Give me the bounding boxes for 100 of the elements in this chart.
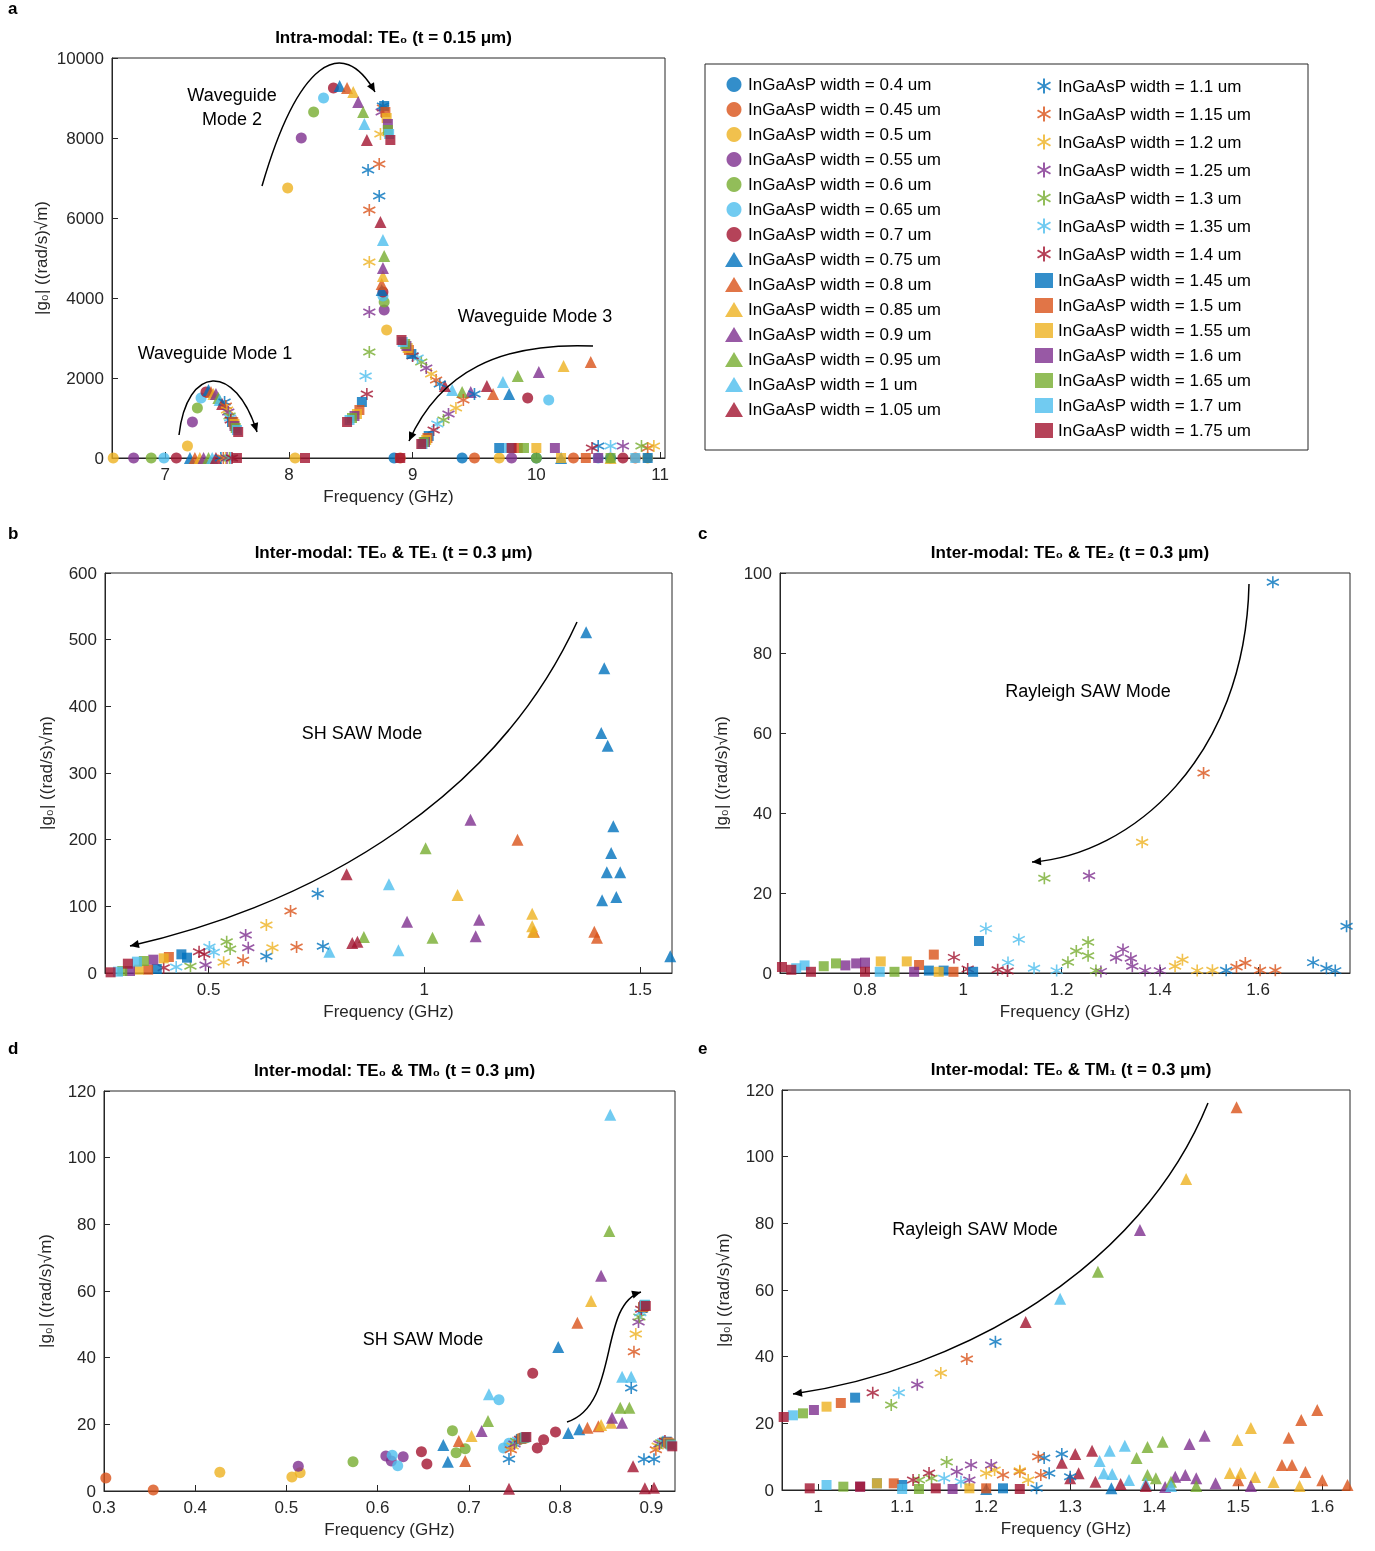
legend-label: InGaAsP width = 0.45 um bbox=[748, 100, 941, 119]
legend-label: InGaAsP width = 1.2 um bbox=[1058, 132, 1242, 152]
legend-label: InGaAsP width = 1 um bbox=[748, 375, 918, 394]
annotation: SH SAW Mode bbox=[362, 1329, 484, 1349]
x-axis-title: Frequency (GHz) bbox=[323, 1002, 454, 1021]
legend-label: InGaAsP width = 1.55 um bbox=[1058, 321, 1251, 340]
x-tick-label: 0.8 bbox=[548, 1498, 572, 1517]
y-tick-label: 120 bbox=[745, 1080, 774, 1100]
y-tick-label: 0 bbox=[87, 963, 97, 983]
legend-label: InGaAsP width = 1.4 um bbox=[1058, 244, 1242, 264]
x-tick-label: 1 bbox=[813, 1497, 823, 1516]
text: c bbox=[698, 524, 708, 543]
x-tick-label: 0.4 bbox=[183, 1498, 208, 1517]
annotation: Rayleigh SAW Mode bbox=[1005, 681, 1171, 701]
text: a bbox=[8, 0, 18, 18]
x-tick-label: 1.5 bbox=[628, 980, 652, 999]
legend-label: InGaAsP width = 1.35 um bbox=[1058, 216, 1251, 236]
x-tick-label: 11 bbox=[651, 465, 669, 484]
x-tick-label: 1.2 bbox=[974, 1497, 998, 1516]
text: b bbox=[8, 524, 19, 543]
y-tick-label: 20 bbox=[77, 1414, 96, 1434]
y-tick-label: 10000 bbox=[56, 48, 104, 68]
legend-label: InGaAsP width = 0.8 um bbox=[748, 275, 932, 294]
legend-label: InGaAsP width = 1.3 um bbox=[1058, 188, 1242, 208]
y-tick-label: 200 bbox=[68, 830, 97, 850]
x-tick-label: 0.8 bbox=[853, 980, 877, 999]
x-tick-label: 7 bbox=[160, 465, 170, 484]
legend-label: InGaAsP width = 0.85 um bbox=[748, 300, 941, 319]
legend-label: InGaAsP width = 1.45 um bbox=[1058, 271, 1251, 290]
y-tick-label: 80 bbox=[753, 643, 772, 663]
legend-label: InGaAsP width = 1.75 um bbox=[1058, 421, 1251, 440]
x-tick-label: 1 bbox=[419, 980, 430, 999]
x-axis-title: Frequency (GHz) bbox=[324, 1520, 455, 1539]
legend-label: InGaAsP width = 1.6 um bbox=[1058, 346, 1242, 365]
legend-label: InGaAsP width = 1.5 um bbox=[1058, 296, 1242, 315]
y-tick-label: 400 bbox=[68, 696, 97, 716]
legend-label: InGaAsP width = 1.1 um bbox=[1058, 76, 1242, 96]
y-tick-label: 40 bbox=[77, 1348, 96, 1368]
chart-title: Inter-modal: TE₀ & TM₀ (t = 0.3 μm) bbox=[253, 1061, 536, 1080]
legend-label: InGaAsP width = 1.7 um bbox=[1058, 396, 1242, 415]
annotation: Waveguide Mode 3 bbox=[457, 306, 613, 326]
y-tick-label: 60 bbox=[753, 723, 772, 743]
chart-title: Inter-modal: TE₀ & TM₁ (t = 0.3 μm) bbox=[930, 1060, 1212, 1079]
legend-label: InGaAsP width = 0.9 um bbox=[748, 325, 932, 344]
x-axis-title: Frequency (GHz) bbox=[1000, 1519, 1132, 1538]
y-tick-label: 4000 bbox=[66, 288, 104, 308]
text: d bbox=[8, 1039, 19, 1058]
legend-label: InGaAsP width = 1.25 um bbox=[1058, 160, 1251, 180]
y-axis-title: |g₀| ((rad/s)√m) bbox=[37, 716, 56, 830]
x-tick-label: 0.6 bbox=[365, 1498, 390, 1517]
y-tick-label: 60 bbox=[77, 1281, 96, 1301]
y-tick-label: 100 bbox=[745, 1147, 774, 1167]
legend-label: InGaAsP width = 0.6 um bbox=[748, 175, 932, 194]
legend-label: InGaAsP width = 0.65 um bbox=[748, 200, 941, 219]
y-tick-label: 80 bbox=[755, 1213, 774, 1233]
legend-label: InGaAsP width = 1.15 um bbox=[1058, 104, 1251, 124]
y-tick-label: 0 bbox=[86, 1481, 96, 1501]
y-tick-label: 40 bbox=[755, 1347, 774, 1367]
y-tick-label: 2000 bbox=[66, 368, 104, 388]
x-tick-label: 1.1 bbox=[890, 1497, 914, 1516]
x-tick-label: 8 bbox=[284, 465, 294, 484]
y-tick-label: 6000 bbox=[66, 208, 104, 228]
y-axis-title: |g₀| ((rad/s)√m) bbox=[36, 1234, 55, 1348]
y-tick-label: 100 bbox=[67, 1148, 96, 1168]
chart-title: Inter-modal: TE₀ & TE₂ (t = 0.3 μm) bbox=[930, 543, 1210, 562]
y-tick-label: 0 bbox=[762, 963, 772, 983]
y-tick-label: 120 bbox=[67, 1081, 96, 1101]
annotation: SH SAW Mode bbox=[301, 723, 423, 743]
y-tick-label: 8000 bbox=[66, 128, 104, 148]
y-tick-label: 500 bbox=[68, 630, 97, 650]
x-tick-label: 10 bbox=[526, 465, 546, 484]
legend-label: InGaAsP width = 0.4 um bbox=[748, 75, 932, 94]
y-tick-label: 100 bbox=[743, 563, 772, 583]
x-tick-label: 1 bbox=[958, 980, 969, 999]
x-tick-label: 1.3 bbox=[1058, 1497, 1083, 1516]
legend-label: InGaAsP width = 1.65 um bbox=[1058, 371, 1251, 390]
y-tick-label: 600 bbox=[68, 563, 97, 583]
annotation: Rayleigh SAW Mode bbox=[892, 1219, 1058, 1239]
x-tick-label: 0.5 bbox=[196, 980, 221, 999]
legend-label: InGaAsP width = 0.95 um bbox=[748, 350, 941, 369]
x-tick-label: 0.7 bbox=[457, 1498, 481, 1517]
legend-label: InGaAsP width = 0.75 um bbox=[748, 250, 941, 269]
y-tick-label: 0 bbox=[764, 1480, 774, 1500]
y-tick-label: 20 bbox=[753, 883, 772, 903]
y-axis-title: |g₀| ((rad/s)√m) bbox=[32, 201, 51, 315]
x-tick-label: 0.3 bbox=[92, 1498, 116, 1517]
x-tick-label: 1.2 bbox=[1049, 980, 1074, 999]
text: e bbox=[698, 1039, 708, 1058]
chart-title: Intra-modal: TE₀ (t = 0.15 μm) bbox=[275, 28, 512, 47]
y-tick-label: 100 bbox=[68, 896, 97, 916]
legend-label: InGaAsP width = 0.5 um bbox=[748, 125, 932, 144]
y-tick-label: 80 bbox=[77, 1214, 96, 1234]
y-axis-title: |g₀| ((rad/s)√m) bbox=[712, 716, 731, 830]
x-tick-label: 1.5 bbox=[1226, 1497, 1251, 1516]
y-tick-label: 40 bbox=[753, 803, 772, 823]
annotation: Waveguide Mode 2 bbox=[187, 85, 277, 129]
y-tick-label: 300 bbox=[68, 763, 97, 783]
legend-label: InGaAsP width = 1.05 um bbox=[748, 400, 941, 419]
y-tick-label: 60 bbox=[755, 1280, 774, 1300]
x-tick-label: 0.5 bbox=[274, 1498, 299, 1517]
